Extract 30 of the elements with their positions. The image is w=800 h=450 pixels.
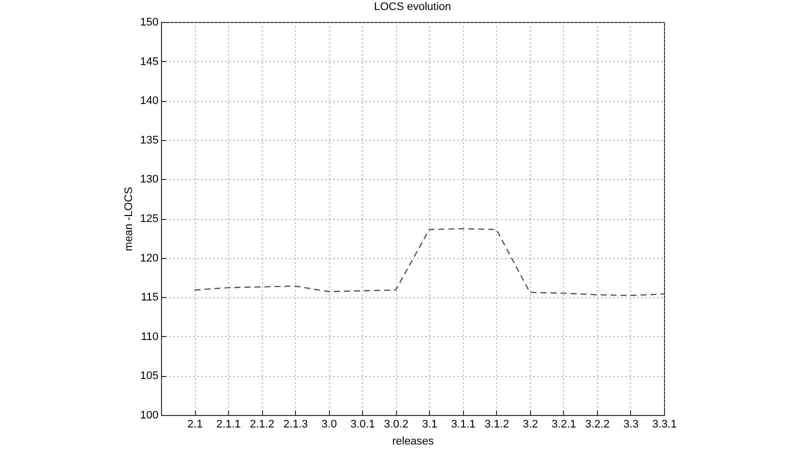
line-series — [194, 228, 665, 296]
x-tick-label: 3.2.1 — [552, 418, 576, 430]
x-tick-label: 3.3 — [623, 418, 639, 430]
x-tick-label: 3.1.1 — [451, 418, 476, 430]
x-tick-label: 3.2 — [522, 418, 538, 430]
x-tick-label: 2.1 — [187, 418, 203, 430]
y-tick-label: 115 — [140, 292, 158, 304]
y-tick-label: 130 — [140, 174, 158, 186]
x-tick-label: 2.1.3 — [283, 418, 308, 430]
y-tick-label: 145 — [140, 56, 158, 68]
y-tick-label: 125 — [140, 213, 158, 225]
chart-title: LOCS evolution — [374, 1, 452, 13]
y-tick-label: 110 — [140, 330, 158, 343]
x-tick-label: 3.1 — [422, 418, 438, 430]
x-tick-label: 2.1.1 — [216, 418, 241, 430]
y-tick-label: 135 — [140, 134, 158, 146]
x-tick-label: 3.1.2 — [484, 418, 510, 430]
y-tick-label: 105 — [140, 370, 158, 382]
y-tick-label: 100 — [140, 410, 158, 422]
x-tick-label: 3.0.2 — [384, 418, 408, 430]
x-tick-label: 2.1.2 — [250, 418, 274, 430]
x-tick-label: 3.3.1 — [652, 418, 677, 430]
y-tick-label: 120 — [140, 252, 158, 264]
y-tick-label: 150 — [140, 16, 158, 28]
x-tick-label: 3.2.2 — [585, 418, 610, 430]
y-axis-title: mean -LOCS — [123, 186, 136, 252]
y-tick-label: 140 — [140, 95, 158, 108]
x-axis-title: releases — [392, 436, 434, 448]
x-tick-label: 3.0.1 — [350, 418, 375, 430]
x-tick-label: 3.0 — [322, 418, 337, 430]
